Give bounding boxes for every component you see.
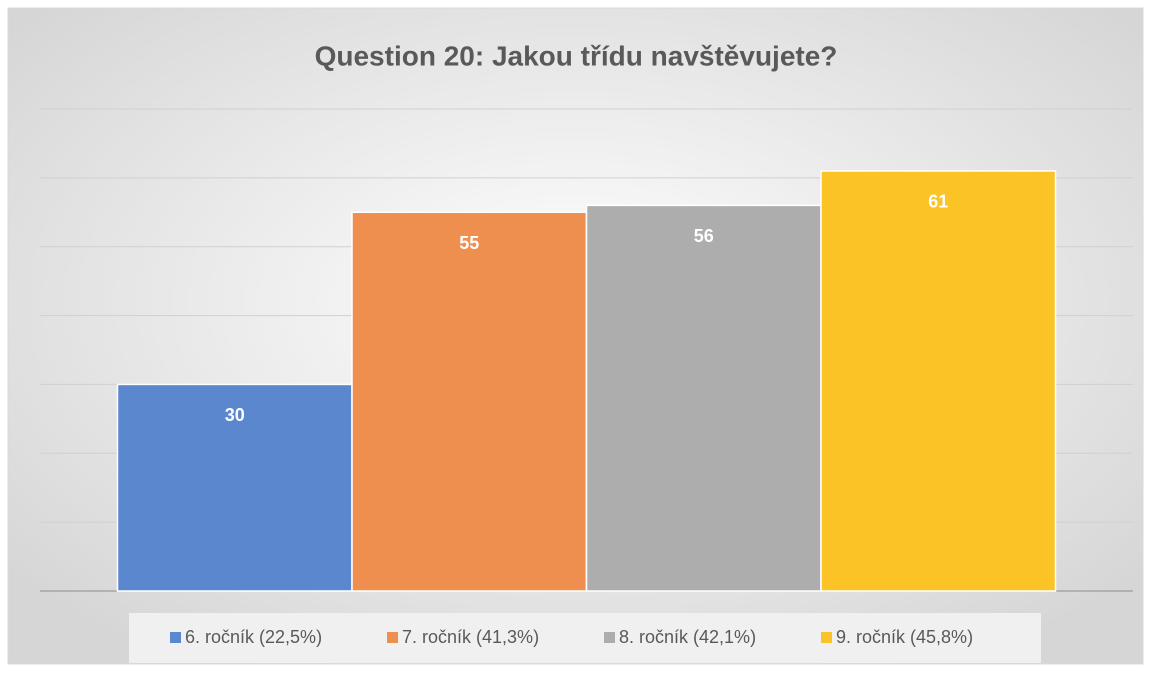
legend-swatch bbox=[170, 632, 181, 643]
data-label: 61 bbox=[928, 192, 948, 212]
bar bbox=[820, 170, 1057, 592]
legend-swatch bbox=[387, 632, 398, 643]
bar bbox=[116, 383, 353, 592]
data-label: 30 bbox=[225, 405, 245, 425]
legend-box bbox=[129, 613, 1041, 663]
bar bbox=[351, 211, 588, 592]
legend-label: 6. ročník (22,5%) bbox=[185, 627, 322, 647]
data-label: 55 bbox=[459, 233, 479, 253]
legend-swatch bbox=[821, 632, 832, 643]
bar bbox=[585, 204, 822, 592]
legend-label: 8. ročník (42,1%) bbox=[619, 627, 756, 647]
legend-label: 7. ročník (41,3%) bbox=[402, 627, 539, 647]
data-label: 56 bbox=[694, 226, 714, 246]
legend-label: 9. ročník (45,8%) bbox=[836, 627, 973, 647]
legend-swatch bbox=[604, 632, 615, 643]
chart-title: Question 20: Jakou třídu navštěvujete? bbox=[315, 40, 838, 71]
